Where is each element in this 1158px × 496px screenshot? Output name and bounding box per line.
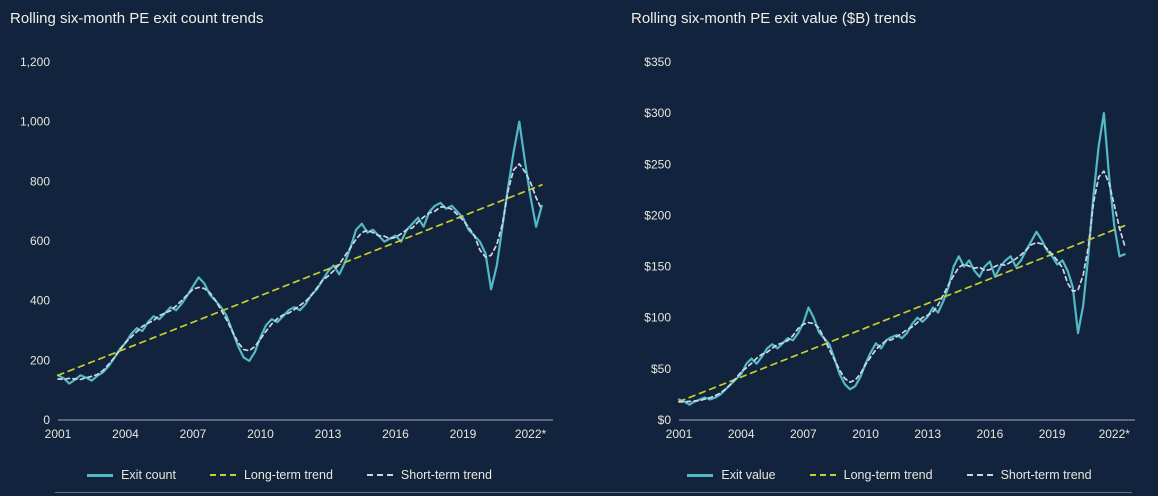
- svg-text:$150: $150: [644, 260, 671, 274]
- svg-text:400: 400: [30, 294, 50, 308]
- svg-text:2004: 2004: [112, 427, 139, 441]
- svg-text:$50: $50: [651, 362, 671, 376]
- svg-text:2022*: 2022*: [1099, 427, 1131, 441]
- svg-text:$200: $200: [644, 208, 671, 222]
- legend-item-short-term-trend: Short-term trend: [966, 468, 1092, 482]
- svg-text:0: 0: [43, 413, 50, 427]
- chart-panel-exit-value: Rolling six-month PE exit value ($B) tre…: [579, 0, 1158, 496]
- short-term-trend-swatch: [366, 474, 393, 476]
- svg-text:1,000: 1,000: [20, 115, 50, 129]
- svg-text:2010: 2010: [852, 427, 879, 441]
- legend-label-exit-count: Exit count: [121, 468, 176, 482]
- svg-text:800: 800: [30, 174, 50, 188]
- svg-text:2013: 2013: [914, 427, 941, 441]
- exit-count-chart: 0 200 400 600 800 1,000 1,200 2001 2004 2007 2010 2…: [20, 55, 553, 441]
- legend-item-long-term-trend: Long-term trend: [209, 468, 333, 482]
- chart-panel-exit-count: Rolling six-month PE exit count trends 0…: [10, 10, 569, 482]
- svg-text:2019: 2019: [1039, 427, 1066, 441]
- svg-text:2010: 2010: [247, 427, 274, 441]
- exit-value-legend: Exit value Long-term trend Short-term tr…: [631, 468, 1148, 482]
- exit-count-legend: Exit count Long-term trend Short-term tr…: [10, 468, 569, 482]
- exit-value-chart: $0 $50 $100 $150 $200 $250 $300 $350 2001 2004 200…: [644, 55, 1135, 441]
- svg-text:2007: 2007: [790, 427, 817, 441]
- svg-text:$300: $300: [644, 106, 671, 120]
- svg-text:2022*: 2022*: [515, 427, 547, 441]
- exit-value-chart-title: Rolling six-month PE exit value ($B) tre…: [631, 10, 917, 27]
- svg-text:2013: 2013: [315, 427, 342, 441]
- exit-value-line-swatch: [687, 473, 714, 477]
- svg-text:2016: 2016: [382, 427, 409, 441]
- legend-label-short-term-trend: Short-term trend: [1000, 468, 1092, 482]
- short-term-trend-swatch: [966, 474, 993, 476]
- legend-item-short-term-trend: Short-term trend: [366, 468, 492, 482]
- svg-text:1,200: 1,200: [20, 55, 50, 69]
- svg-text:$0: $0: [658, 413, 672, 427]
- legend-label-long-term-trend: Long-term trend: [243, 468, 333, 482]
- long-term-trend-swatch: [209, 474, 236, 476]
- legend-label-exit-value: Exit value: [721, 468, 776, 482]
- svg-text:2016: 2016: [977, 427, 1004, 441]
- svg-text:$250: $250: [644, 157, 671, 171]
- svg-text:2001: 2001: [45, 427, 72, 441]
- svg-text:$350: $350: [644, 55, 671, 69]
- exit-count-chart-title: Rolling six-month PE exit count trends: [10, 10, 264, 27]
- svg-text:200: 200: [30, 353, 50, 367]
- legend-label-long-term-trend: Long-term trend: [843, 468, 933, 482]
- exit-count-line-swatch: [87, 473, 114, 477]
- figure-bottom-rule: [55, 492, 1132, 493]
- legend-item-long-term-trend: Long-term trend: [809, 468, 933, 482]
- legend-label-short-term-trend: Short-term trend: [400, 468, 492, 482]
- legend-item-exit-value: Exit value: [687, 468, 776, 482]
- long-term-trend-swatch: [809, 474, 836, 476]
- svg-text:$100: $100: [644, 311, 671, 325]
- svg-text:2007: 2007: [180, 427, 207, 441]
- legend-item-exit-count: Exit count: [87, 468, 176, 482]
- svg-text:600: 600: [30, 234, 50, 248]
- svg-text:2001: 2001: [666, 427, 693, 441]
- svg-text:2004: 2004: [728, 427, 755, 441]
- svg-text:2019: 2019: [450, 427, 477, 441]
